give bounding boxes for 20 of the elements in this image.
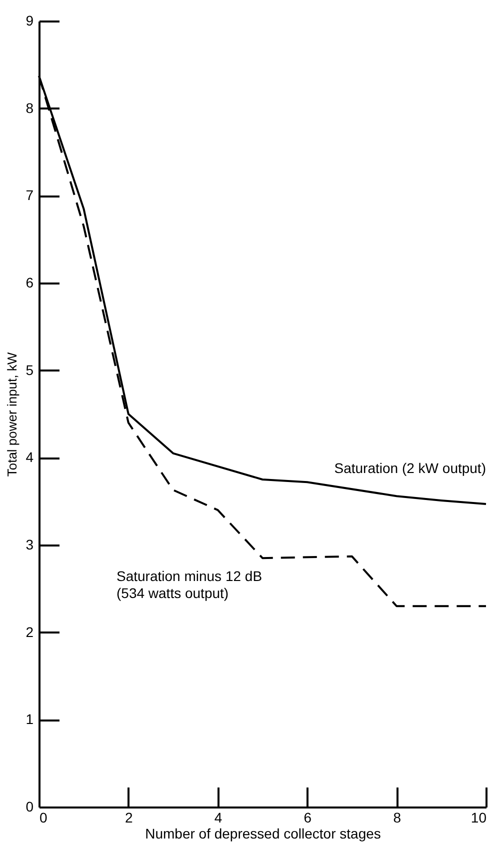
series-label: Saturation (2 kW output) <box>334 460 486 476</box>
x-tick-label: 0 <box>40 810 48 826</box>
x-tick-label: 8 <box>393 810 402 826</box>
y-tick-label: 3 <box>26 536 34 552</box>
y-tick-label: 0 <box>26 798 34 814</box>
y-tick-label: 5 <box>26 362 34 378</box>
x-tick-label: 10 <box>470 810 487 826</box>
y-tick-label: 8 <box>26 100 34 116</box>
y-axis-title: Total power input, kW <box>4 352 20 477</box>
x-axis-title: Number of depressed collector stages <box>145 826 381 842</box>
y-tick-label: 6 <box>26 274 34 290</box>
series-label: Saturation minus 12 dB (534 watts output) <box>116 568 262 602</box>
y-tick-label: 7 <box>26 187 34 204</box>
y-tick-label: 4 <box>26 449 34 466</box>
y-tick-label: 1 <box>26 711 34 728</box>
x-tick-label: 4 <box>214 810 222 826</box>
y-tick-label: 2 <box>26 624 34 640</box>
x-tick-label: 2 <box>125 810 133 826</box>
x-tick-label: 6 <box>304 810 312 826</box>
y-tick-label: 9 <box>26 12 34 28</box>
